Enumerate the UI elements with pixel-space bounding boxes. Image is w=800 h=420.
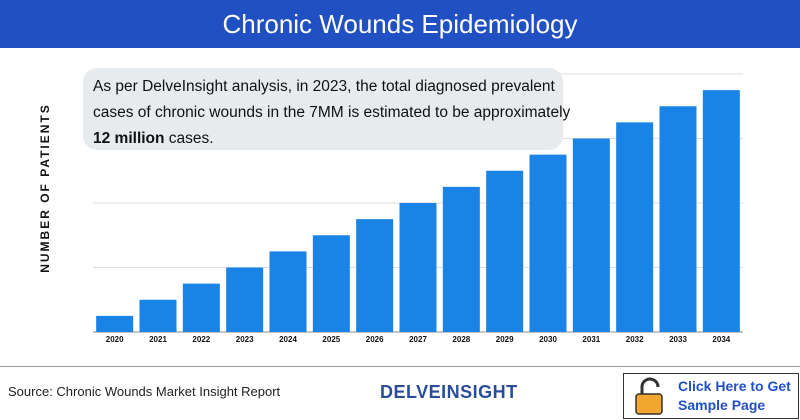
x-tick-label: 2026 — [366, 335, 384, 344]
x-tick-label: 2027 — [409, 335, 427, 344]
header-title: Chronic Wounds Epidemiology — [0, 0, 800, 48]
bar — [486, 170, 524, 332]
x-tick-label: 2020 — [106, 335, 124, 344]
x-tick-label: 2030 — [539, 335, 557, 344]
annotation-tail: cases. — [164, 130, 214, 147]
sample-button[interactable]: Click Here to Get Sample Page — [623, 373, 799, 419]
bar — [702, 90, 740, 332]
x-tick-label: 2023 — [236, 335, 254, 344]
bar — [659, 106, 697, 332]
bar — [356, 219, 394, 332]
bar — [529, 154, 567, 332]
button-line[interactable]: Sample Page — [678, 397, 766, 413]
annotation-bold: 12 million — [93, 130, 165, 147]
logo: DELVEINSIGHT — [380, 382, 518, 402]
x-tick-label: 2032 — [626, 335, 644, 344]
lock-icon — [635, 377, 663, 415]
bar — [226, 267, 264, 332]
annotation-line: As per DelveInsight analysis, in 2023, t… — [93, 78, 555, 95]
button-text[interactable]: Click Here to Get Sample Page — [678, 377, 791, 415]
chart: NUMBER OF PATIENTS 2020 2021 2022 2023 2024 2… — [38, 73, 743, 344]
x-tick-label: 2028 — [452, 335, 470, 344]
bar — [572, 138, 610, 332]
annotation-line: 12 million cases. — [93, 126, 553, 152]
bar — [616, 122, 654, 332]
bar — [269, 251, 307, 332]
x-tick-label: 2025 — [322, 335, 340, 344]
x-tick-label: 2024 — [279, 335, 297, 344]
bar — [399, 203, 437, 332]
bar — [182, 283, 220, 332]
annotation: As per DelveInsight analysis, in 2023, t… — [83, 68, 571, 152]
source: Source: Chronic Wounds Market Insight Re… — [8, 384, 281, 399]
separator — [0, 366, 800, 367]
bar — [96, 315, 134, 332]
y-axis-label: NUMBER OF PATIENTS — [38, 103, 52, 273]
x-tick-label: 2033 — [669, 335, 687, 344]
annotation-line: cases of chronic wounds in the 7MM is es… — [93, 104, 571, 121]
x-tick-label: 2022 — [192, 335, 210, 344]
x-tick-label: 2034 — [712, 335, 730, 344]
button-line[interactable]: Click Here to Get — [678, 378, 791, 394]
x-tick-label: 2031 — [582, 335, 600, 344]
x-tick-label: 2021 — [149, 335, 167, 344]
bar — [312, 235, 350, 332]
x-tick-label: 2029 — [496, 335, 514, 344]
bar — [442, 186, 480, 332]
bar — [139, 299, 177, 332]
